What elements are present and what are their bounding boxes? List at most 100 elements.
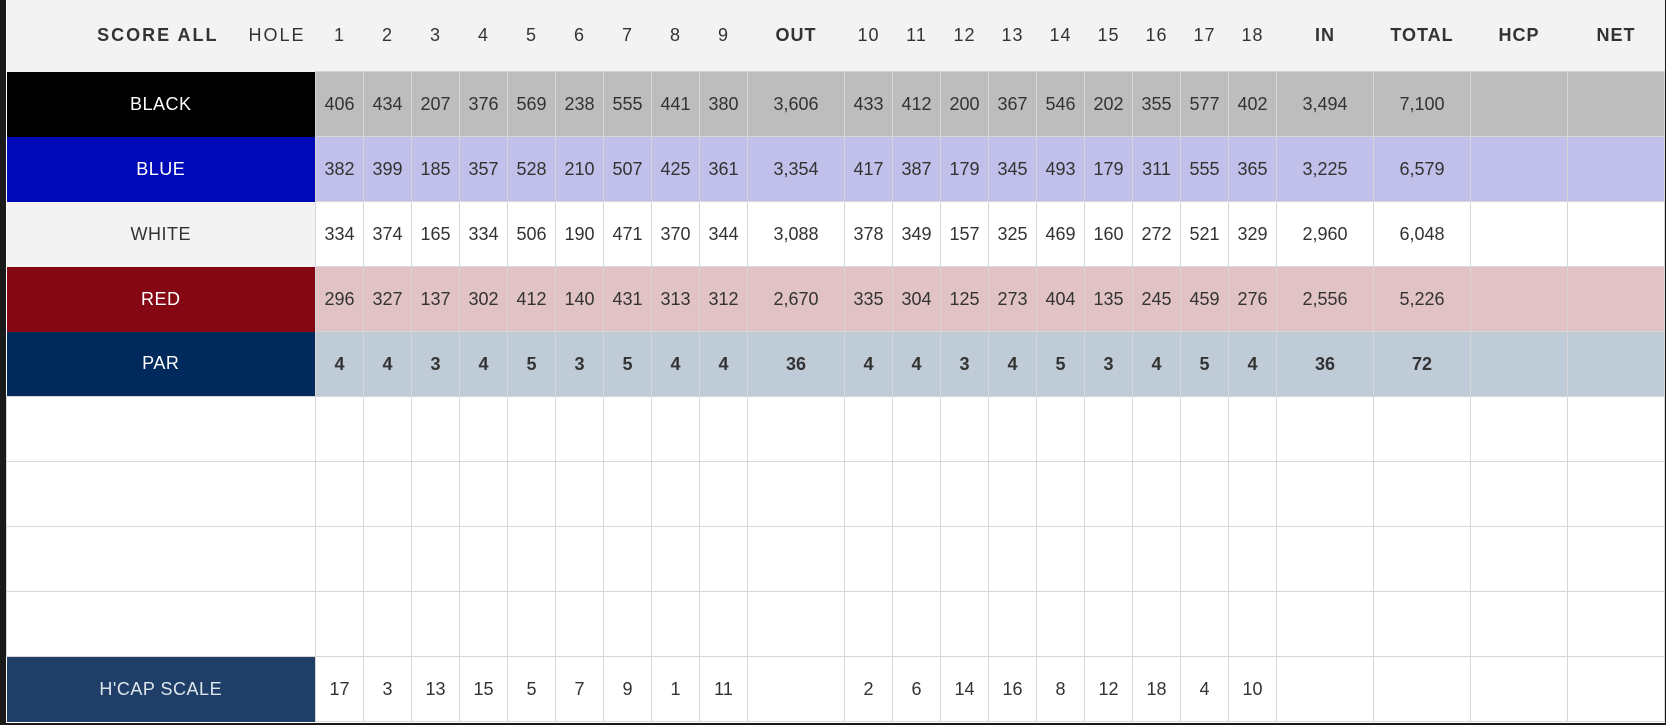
hole-number: 7 (603, 0, 652, 72)
tee-name: BLACK (6, 71, 316, 137)
yardage: 273 (988, 266, 1037, 332)
score-cell (651, 461, 700, 527)
score-cell (603, 396, 652, 462)
handicap-value: 17 (315, 656, 364, 722)
yardage: 329 (1228, 201, 1277, 267)
yardage: 357 (459, 136, 508, 202)
scorecard: SCORE ALL HOLE 1 2 3 4 5 6 7 8 9 OUT 10 11 12 13 14 15 16 1… (6, 0, 1665, 723)
yardage: 412 (507, 266, 556, 332)
handicap-value: 2 (844, 656, 893, 722)
yardage: 313 (651, 266, 700, 332)
score-cell (459, 526, 508, 592)
score-cell (1036, 591, 1085, 657)
score-cell (1132, 461, 1181, 527)
score-cell (1036, 461, 1085, 527)
yardage: 521 (1180, 201, 1229, 267)
score-cell (844, 591, 893, 657)
score-cell (1567, 461, 1665, 527)
score-cell (6, 591, 316, 657)
score-cell (363, 461, 412, 527)
score-cell (892, 396, 941, 462)
score-cell (1228, 461, 1277, 527)
hcp-cell (1470, 266, 1568, 332)
score-cell (411, 461, 460, 527)
handicap-value: 12 (1084, 656, 1133, 722)
handicap-value: 15 (459, 656, 508, 722)
yardage: 425 (651, 136, 700, 202)
net-label: NET (1567, 0, 1665, 72)
score-cell (1470, 591, 1568, 657)
score-row (6, 396, 1665, 462)
hole-number: 12 (940, 0, 989, 72)
handicap-value: 3 (363, 656, 412, 722)
net-cell (1567, 331, 1665, 397)
hole-number: 2 (363, 0, 412, 72)
header-row: SCORE ALL HOLE 1 2 3 4 5 6 7 8 9 OUT 10 11 12 13 14 15 16 1… (6, 0, 1665, 72)
grand-total: 7,100 (1373, 71, 1471, 137)
score-cell (940, 461, 989, 527)
yardage: 4 (651, 331, 700, 397)
hole-label: HOLE (248, 25, 306, 46)
score-cell (1036, 526, 1085, 592)
header-label: SCORE ALL HOLE (6, 0, 316, 72)
yardage: 334 (459, 201, 508, 267)
score-cell (507, 396, 556, 462)
score-cell (1228, 526, 1277, 592)
grand-total: 6,579 (1373, 136, 1471, 202)
blank-cell (1276, 656, 1374, 722)
grand-total: 72 (1373, 331, 1471, 397)
score-cell (1084, 591, 1133, 657)
yardage: 4 (844, 331, 893, 397)
score-all[interactable]: SCORE ALL (97, 25, 219, 46)
score-cell (892, 461, 941, 527)
yardage: 200 (940, 71, 989, 137)
score-cell (651, 591, 700, 657)
yardage: 179 (1084, 136, 1133, 202)
yardage: 506 (507, 201, 556, 267)
yardage: 5 (1180, 331, 1229, 397)
yardage: 272 (1132, 201, 1181, 267)
yardage: 402 (1228, 71, 1277, 137)
score-cell (555, 591, 604, 657)
in-total: 3,494 (1276, 71, 1374, 137)
hcp-cell (1470, 136, 1568, 202)
score-cell (459, 591, 508, 657)
score-cell (411, 591, 460, 657)
score-cell (507, 591, 556, 657)
tee-name: RED (6, 266, 316, 332)
yardage: 210 (555, 136, 604, 202)
yardage: 5 (507, 331, 556, 397)
score-cell (1084, 461, 1133, 527)
yardage: 160 (1084, 201, 1133, 267)
hole-number: 18 (1228, 0, 1277, 72)
yardage: 433 (844, 71, 893, 137)
scorecard-table: SCORE ALL HOLE 1 2 3 4 5 6 7 8 9 OUT 10 11 12 13 14 15 16 1… (6, 0, 1665, 722)
yardage: 157 (940, 201, 989, 267)
score-cell (459, 396, 508, 462)
handicap-value: 16 (988, 656, 1037, 722)
net-cell (1567, 201, 1665, 267)
score-cell (1470, 396, 1568, 462)
tee-name: BLUE (6, 136, 316, 202)
score-cell (603, 591, 652, 657)
score-cell (844, 526, 893, 592)
score-cell (1470, 461, 1568, 527)
out-total: 3,354 (747, 136, 845, 202)
score-cell (507, 461, 556, 527)
total-label: TOTAL (1373, 0, 1471, 72)
yardage: 555 (1180, 136, 1229, 202)
score-cell (940, 396, 989, 462)
score-cell (1276, 591, 1374, 657)
score-cell (1180, 461, 1229, 527)
yardage: 412 (892, 71, 941, 137)
handicap-value: 13 (411, 656, 460, 722)
yardage: 3 (1084, 331, 1133, 397)
handicap-value: 4 (1180, 656, 1229, 722)
yardage: 417 (844, 136, 893, 202)
score-cell (747, 591, 845, 657)
yardage: 4 (459, 331, 508, 397)
yardage: 378 (844, 201, 893, 267)
net-cell (1567, 136, 1665, 202)
in-total: 36 (1276, 331, 1374, 397)
score-cell (699, 396, 748, 462)
